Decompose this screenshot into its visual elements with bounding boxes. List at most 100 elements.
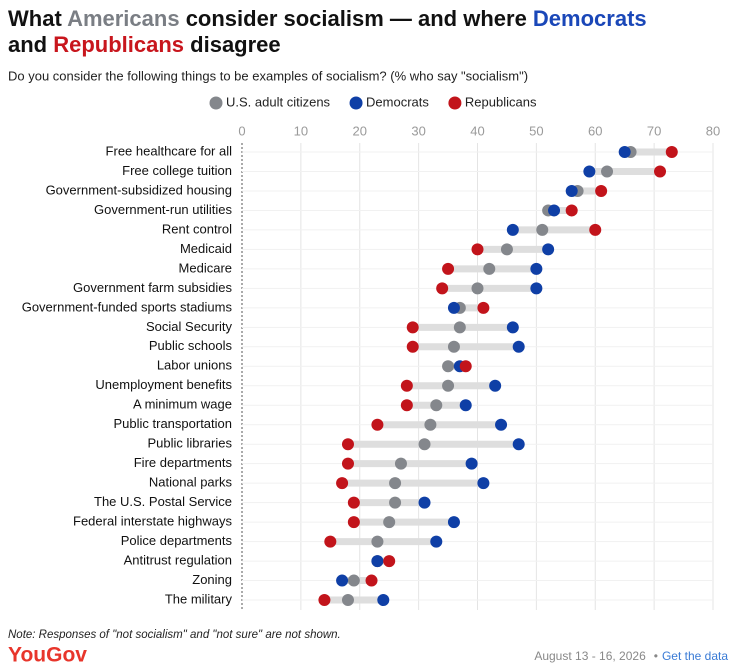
dot xyxy=(506,321,519,334)
dot xyxy=(465,457,478,470)
note: Note: Responses of "not socialism" and "… xyxy=(8,629,341,641)
category-label: Free college tuition xyxy=(122,163,232,178)
dot xyxy=(389,496,402,509)
dot xyxy=(447,301,460,314)
dot xyxy=(371,555,384,568)
category-label: Rent control xyxy=(162,221,232,236)
dot xyxy=(389,477,402,490)
dot xyxy=(341,594,354,607)
dot xyxy=(471,282,484,295)
x-tick-label: 20 xyxy=(353,123,367,138)
category-label: Zoning xyxy=(192,572,232,587)
dot xyxy=(406,340,419,353)
x-tick-label: 0 xyxy=(238,123,245,138)
dot xyxy=(336,477,349,490)
dot xyxy=(459,399,472,412)
x-tick-label: 60 xyxy=(588,123,602,138)
dot xyxy=(347,516,360,529)
dot xyxy=(618,146,631,158)
subtitle: Do you consider the following things to … xyxy=(8,68,528,83)
dot xyxy=(447,516,460,529)
title-segment: consider socialism — and where xyxy=(180,6,533,31)
dot xyxy=(530,262,543,275)
chart-title: What Americans consider socialism — and … xyxy=(8,6,647,31)
category-label: Free healthcare for all xyxy=(106,143,233,158)
dot xyxy=(383,516,396,529)
title-segment: disagree xyxy=(184,32,281,57)
category-label: Fire departments xyxy=(134,455,233,470)
dot xyxy=(495,418,508,431)
x-tick-label: 70 xyxy=(647,123,661,138)
dot xyxy=(336,574,349,587)
legend-swatch xyxy=(209,96,223,110)
dot xyxy=(347,574,360,587)
dot xyxy=(442,360,455,373)
category-label: Public transportation xyxy=(113,416,232,431)
dot xyxy=(489,379,502,392)
category-label: Medicare xyxy=(179,260,232,275)
dot xyxy=(341,438,354,451)
dot xyxy=(483,262,496,275)
brand-logo: YouGov xyxy=(8,644,87,667)
dot xyxy=(430,399,443,412)
chart-title: and Republicans disagree xyxy=(8,32,281,57)
x-tick-label: 50 xyxy=(529,123,543,138)
x-tick-label: 10 xyxy=(294,123,308,138)
dot xyxy=(665,146,678,158)
dot xyxy=(418,496,431,509)
data-link[interactable]: Get the data xyxy=(662,649,728,663)
category-label: Public schools xyxy=(149,338,233,353)
x-tick-label: 40 xyxy=(470,123,484,138)
legend-swatch xyxy=(349,96,363,110)
x-tick-label: 80 xyxy=(706,123,720,138)
category-label: Government-run utilities xyxy=(94,202,232,217)
category-label: Unemployment benefits xyxy=(95,377,232,392)
dot xyxy=(394,457,407,470)
title-segment: Republicans xyxy=(53,32,184,57)
dot xyxy=(601,165,614,178)
legend-label: Republicans xyxy=(465,94,537,109)
category-label: Medicaid xyxy=(180,241,232,256)
dot xyxy=(377,594,390,607)
category-label: Government farm subsidies xyxy=(73,280,232,295)
dot xyxy=(477,301,490,314)
dot xyxy=(459,360,472,373)
dot xyxy=(565,204,578,217)
category-label: Labor unions xyxy=(157,358,233,373)
category-label: A minimum wage xyxy=(133,397,232,412)
dot xyxy=(324,535,337,548)
category-label: National parks xyxy=(149,475,233,490)
separator: • xyxy=(654,649,658,663)
dot xyxy=(453,321,466,334)
title-segment: Democrats xyxy=(533,6,647,31)
dot xyxy=(542,243,555,256)
dot xyxy=(400,399,413,412)
dot xyxy=(371,535,384,548)
dot xyxy=(536,223,549,236)
dot xyxy=(583,165,596,178)
category-label: The U.S. Postal Service xyxy=(94,494,232,509)
category-label: Antitrust regulation xyxy=(124,553,232,568)
category-label: Federal interstate highways xyxy=(73,514,232,529)
category-label: Police departments xyxy=(121,533,233,548)
dot xyxy=(512,438,525,451)
x-tick-label: 30 xyxy=(411,123,425,138)
category-label: Government-funded sports stadiums xyxy=(22,299,233,314)
dot xyxy=(530,282,543,295)
dot xyxy=(565,184,578,197)
dot xyxy=(447,340,460,353)
dot xyxy=(341,457,354,470)
dot xyxy=(506,223,519,236)
dot xyxy=(424,418,437,431)
legend-swatch xyxy=(448,96,462,110)
dot xyxy=(418,438,431,451)
dot xyxy=(548,204,561,217)
dot xyxy=(500,243,513,256)
title-segment: What xyxy=(8,6,67,31)
dot xyxy=(442,262,455,275)
legend-label: U.S. adult citizens xyxy=(226,94,331,109)
category-label: Social Security xyxy=(146,319,232,334)
dot xyxy=(430,535,443,548)
category-label: Government-subsidized housing xyxy=(46,182,232,197)
